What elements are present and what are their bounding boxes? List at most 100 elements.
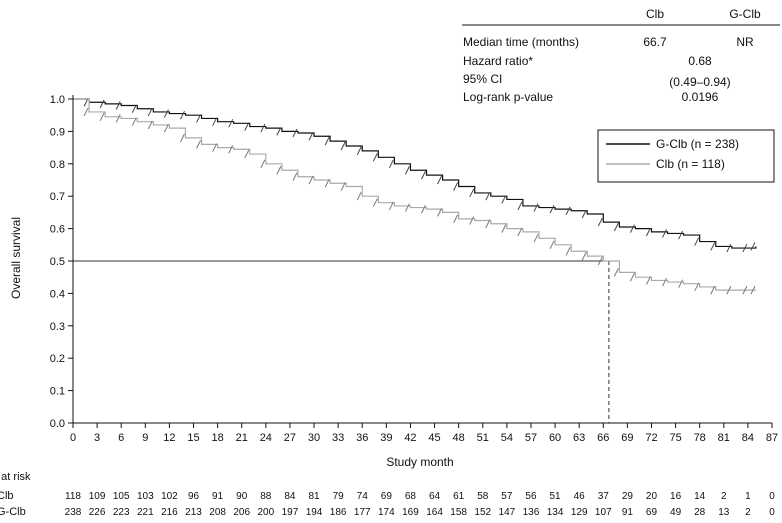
censor-mark: [115, 114, 121, 123]
censor-mark: [597, 256, 603, 266]
stats-table: Clb G-Clb Median time (months) 66.7 NR Hazard…: [462, 7, 780, 104]
risk-count: 0: [769, 491, 775, 502]
x-tick-label: 63: [573, 432, 585, 444]
risk-table-title: n at risk: [0, 471, 31, 483]
x-tick-label: 69: [621, 432, 633, 444]
stats-row-label: Hazard ratio*: [463, 54, 533, 68]
risk-count: 91: [212, 491, 224, 502]
risk-count: 129: [571, 507, 588, 518]
censor-mark: [324, 136, 330, 146]
censor-mark: [83, 107, 89, 117]
x-tick-label: 0: [70, 432, 76, 444]
risk-count: 213: [185, 507, 202, 518]
risk-count: 90: [236, 491, 248, 502]
risk-count: 1: [745, 491, 751, 502]
censor-mark: [613, 222, 619, 232]
censor-mark: [212, 117, 218, 126]
legend: G-Clb (n = 238) Clb (n = 118): [597, 129, 775, 183]
y-tick-label: 0.0: [50, 418, 65, 430]
risk-count: 221: [137, 507, 154, 518]
censor-mark: [613, 268, 619, 277]
censor-mark: [662, 229, 667, 238]
censor-mark: [99, 112, 105, 122]
censor-mark: [517, 227, 523, 237]
y-tick-label: 0.5: [50, 256, 65, 268]
censor-mark: [340, 182, 346, 191]
risk-count: 14: [694, 491, 706, 502]
stats-row-label: Log-rank p-value: [463, 90, 553, 104]
risk-count: 206: [233, 507, 250, 518]
risk-count: 216: [161, 507, 178, 518]
censor-mark: [421, 170, 426, 180]
censor-mark: [356, 146, 362, 156]
censor-mark: [308, 175, 314, 185]
censor-mark: [196, 114, 201, 123]
x-tick-label: 39: [380, 432, 392, 444]
censor-mark: [469, 216, 475, 225]
risk-count: 2: [745, 507, 751, 518]
x-tick-label: 3: [94, 432, 100, 444]
x-tick-label: 84: [742, 432, 754, 444]
x-tick-label: 9: [142, 432, 148, 444]
risk-count: 49: [670, 507, 682, 518]
censor-mark: [453, 214, 459, 224]
censor-mark: [99, 99, 105, 109]
x-tick-label: 75: [669, 432, 681, 444]
censor-mark: [469, 188, 475, 198]
x-tick-label: 15: [187, 432, 199, 444]
risk-table: n at riskClb1181091051031029691908884817…: [0, 471, 775, 518]
censor-mark: [710, 285, 716, 295]
x-tick-label: 24: [260, 432, 272, 444]
stats-header-clb: Clb: [646, 7, 664, 21]
censor-mark: [340, 141, 346, 151]
censor-mark: [742, 285, 748, 295]
risk-count: 0: [769, 507, 775, 518]
risk-count: 118: [65, 491, 81, 502]
risk-count: 16: [670, 491, 682, 502]
censor-mark: [533, 203, 539, 212]
risk-count: 84: [284, 491, 296, 502]
censor-mark: [147, 107, 153, 117]
y-tick-label: 0.1: [50, 386, 65, 398]
censor-mark: [356, 191, 362, 201]
censor-mark: [750, 242, 756, 251]
risk-count: 37: [598, 491, 610, 502]
risk-count: 105: [113, 491, 130, 502]
risk-count: 238: [65, 507, 82, 518]
x-tick-label: 54: [501, 432, 513, 444]
censor-mark: [678, 230, 684, 240]
stats-row-label: Median time (months): [463, 35, 579, 49]
series-0-line: [73, 98, 757, 249]
x-tick-label: 87: [766, 432, 778, 444]
censor-mark: [292, 172, 298, 181]
censor-mark: [726, 243, 732, 253]
risk-count: 109: [89, 491, 106, 502]
censor-mark: [244, 149, 250, 159]
risk-count: 134: [547, 507, 564, 518]
censor-mark: [244, 122, 250, 131]
risk-count: 68: [405, 491, 417, 502]
risk-count: 56: [525, 491, 537, 502]
x-tick-label: 57: [525, 432, 537, 444]
risk-count: 61: [453, 491, 465, 502]
risk-count: 79: [333, 491, 345, 502]
risk-count: 208: [209, 507, 226, 518]
risk-count: 13: [718, 507, 730, 518]
censor-mark: [485, 191, 491, 201]
censor-mark: [581, 209, 587, 219]
censor-mark: [437, 208, 443, 217]
axes: 0.00.10.20.30.40.50.60.70.80.91.00 3 6 9 12 1…: [50, 94, 778, 444]
censor-mark: [726, 285, 732, 295]
risk-row-label: G-Clb: [0, 506, 26, 518]
censor-mark: [163, 109, 169, 118]
risk-count: 74: [357, 491, 369, 502]
y-tick-label: 0.4: [50, 288, 65, 300]
censor-mark: [276, 127, 282, 136]
x-tick-label: 45: [428, 432, 440, 444]
risk-count: 58: [477, 491, 489, 502]
censor-mark: [662, 277, 667, 287]
censor-mark: [292, 128, 298, 138]
censor-mark: [308, 132, 314, 141]
y-tick-label: 0.3: [50, 321, 65, 333]
x-tick-label: 12: [163, 432, 175, 444]
